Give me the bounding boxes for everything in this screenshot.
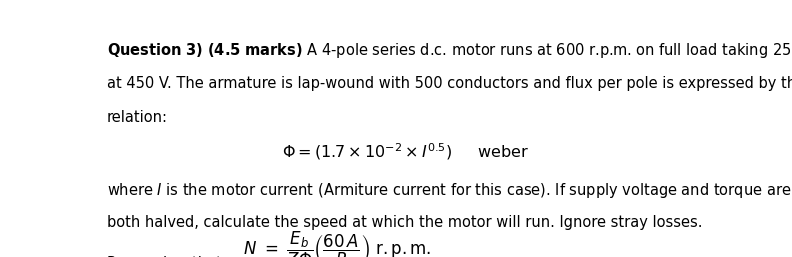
Text: $\mathbf{Question\ 3)\ (4.5\ marks)}$ A 4-pole series d.c. motor runs at 600 r.p: $\mathbf{Question\ 3)\ (4.5\ marks)}$ A … — [107, 41, 792, 60]
Text: relation:: relation: — [107, 110, 168, 125]
Text: $\Phi = (1.7 \times 10^{-2} \times I^{0.5})$     weber: $\Phi = (1.7 \times 10^{-2} \times I^{0.… — [283, 142, 529, 162]
Text: where $I$ is the motor current (Armiture current for this case). If supply volta: where $I$ is the motor current (Armiture… — [107, 181, 791, 200]
Text: Remember that: Remember that — [107, 256, 222, 257]
Text: both halved, calculate the speed at which the motor will run. Ignore stray losse: both halved, calculate the speed at whic… — [107, 215, 703, 230]
Text: at 450 V. The armature is lap-wound with 500 conductors and flux per pole is exp: at 450 V. The armature is lap-wound with… — [107, 76, 792, 91]
Text: $N\ =\ \dfrac{E_b}{Z\Phi}\left(\dfrac{60\,A}{P}\right)\ \mathrm{r.p.m.}$: $N\ =\ \dfrac{E_b}{Z\Phi}\left(\dfrac{60… — [243, 230, 432, 257]
